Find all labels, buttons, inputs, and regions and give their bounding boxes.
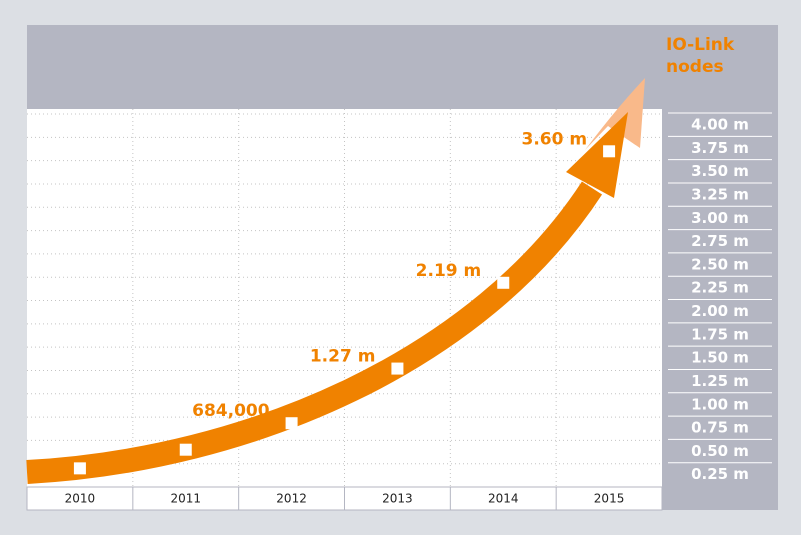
data-marker (391, 362, 404, 375)
y-tick-label: 1.00 m (691, 395, 749, 413)
x-tick-label: 2015 (594, 492, 625, 506)
growth-arrow (26, 78, 645, 484)
y-tick-label: 3.25 m (691, 185, 749, 203)
x-tick-label: 2010 (65, 492, 96, 506)
marks: 684,000 1.27 m 2.19 m 3.60 m (73, 129, 616, 475)
y-axis-panel (662, 109, 778, 510)
x-tick-label: 2011 (170, 492, 201, 506)
data-marker (285, 417, 298, 430)
data-label: 684,000 (192, 401, 270, 421)
data-marker (497, 276, 510, 289)
y-tick-label: 1.75 m (691, 325, 749, 343)
x-tick-label: 2012 (276, 492, 307, 506)
y-axis-label: IO-Link nodes (666, 35, 735, 77)
y-tick-label: 4.00 m (691, 116, 749, 134)
y-tick-label: 2.75 m (691, 232, 749, 250)
y-tick-label: 3.75 m (691, 139, 749, 157)
arrow-shaft (26, 181, 603, 484)
y-tick-label: 0.50 m (691, 442, 749, 460)
arrow-head (566, 112, 628, 198)
data-marker (603, 145, 616, 158)
y-tick-label: 2.00 m (691, 302, 749, 320)
y-tick-label: 2.25 m (691, 279, 749, 297)
data-label: 2.19 m (416, 261, 482, 281)
y-tick-label: 2.50 m (691, 255, 749, 273)
arrow-shadow-head (585, 78, 645, 150)
y-tick-label: 3.00 m (691, 209, 749, 227)
y-tick-label: 3.50 m (691, 162, 749, 180)
x-tick-label: 2013 (382, 492, 413, 506)
x-tick-label: 2014 (488, 492, 519, 506)
grid: 0.25 m 0.50 m 0.75 m 1.00 m 1.25 m 1.50 m 1.75… (27, 109, 772, 510)
data-marker (179, 443, 192, 456)
y-tick-label: 0.25 m (691, 465, 749, 483)
header-band (27, 25, 778, 109)
data-label: 3.60 m (522, 129, 588, 149)
data-label: 1.27 m (310, 347, 376, 367)
y-tick-label: 0.75 m (691, 419, 749, 437)
y-tick-label: 1.50 m (691, 349, 749, 367)
data-marker (73, 462, 86, 475)
y-tick-label: 1.25 m (691, 372, 749, 390)
